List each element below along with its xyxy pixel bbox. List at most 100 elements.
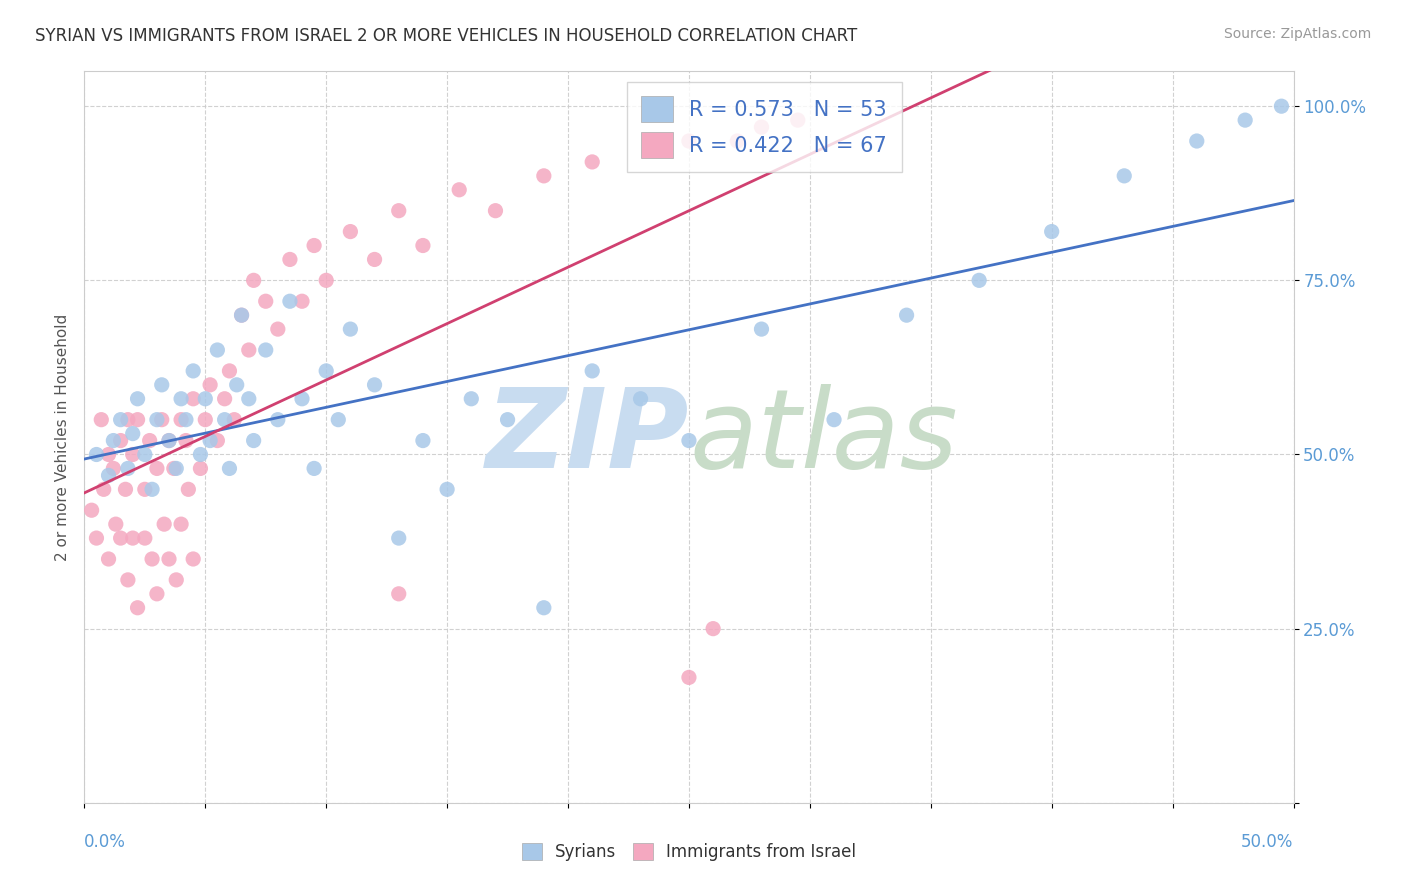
Text: SYRIAN VS IMMIGRANTS FROM ISRAEL 2 OR MORE VEHICLES IN HOUSEHOLD CORRELATION CHA: SYRIAN VS IMMIGRANTS FROM ISRAEL 2 OR MO… — [35, 27, 858, 45]
Point — [302, 461, 325, 475]
Point — [146, 412, 169, 426]
Point — [114, 483, 136, 497]
Point — [170, 412, 193, 426]
Point — [315, 273, 337, 287]
Point — [150, 377, 173, 392]
Point — [678, 434, 700, 448]
Point — [238, 343, 260, 357]
Point — [678, 134, 700, 148]
Point — [751, 322, 773, 336]
Point — [339, 322, 361, 336]
Point — [146, 461, 169, 475]
Point — [121, 448, 143, 462]
Point — [198, 434, 221, 448]
Point — [1185, 134, 1208, 148]
Point — [218, 364, 240, 378]
Point — [363, 252, 385, 267]
Point — [231, 308, 253, 322]
Y-axis label: 2 or more Vehicles in Household: 2 or more Vehicles in Household — [55, 313, 70, 561]
Point — [121, 531, 143, 545]
Point — [157, 552, 180, 566]
Point — [412, 238, 434, 252]
Point — [97, 468, 120, 483]
Text: 50.0%: 50.0% — [1241, 833, 1294, 851]
Point — [157, 434, 180, 448]
Point — [110, 531, 132, 545]
Point — [267, 412, 290, 426]
Point — [146, 587, 169, 601]
Point — [967, 273, 990, 287]
Point — [174, 412, 197, 426]
Point — [97, 448, 120, 462]
Point — [127, 412, 149, 426]
Point — [302, 238, 325, 252]
Point — [238, 392, 260, 406]
Point — [225, 377, 247, 392]
Point — [174, 434, 197, 448]
Point — [181, 552, 204, 566]
Point — [449, 183, 471, 197]
Point — [150, 412, 173, 426]
Point — [181, 364, 204, 378]
Point — [581, 364, 603, 378]
Text: atlas: atlas — [689, 384, 957, 491]
Point — [224, 412, 246, 426]
Point — [190, 461, 212, 475]
Point — [165, 573, 187, 587]
Point — [198, 377, 221, 392]
Point — [231, 308, 253, 322]
Point — [110, 434, 132, 448]
Point — [194, 392, 217, 406]
Point — [388, 531, 411, 545]
Point — [141, 552, 163, 566]
Point — [134, 531, 156, 545]
Point — [117, 412, 139, 426]
Point — [460, 392, 482, 406]
Point — [134, 483, 156, 497]
Point — [678, 670, 700, 684]
Point — [80, 503, 103, 517]
Point — [127, 392, 149, 406]
Point — [1270, 99, 1292, 113]
Point — [103, 461, 125, 475]
Point — [134, 448, 156, 462]
Point — [190, 448, 212, 462]
Point — [496, 412, 519, 426]
Point — [86, 448, 108, 462]
Point — [641, 134, 664, 148]
Point — [725, 134, 748, 148]
Point — [103, 434, 125, 448]
Point — [127, 600, 149, 615]
Point — [93, 483, 115, 497]
Point — [163, 461, 186, 475]
Point — [214, 412, 236, 426]
Point — [242, 273, 264, 287]
Point — [207, 343, 229, 357]
Point — [141, 483, 163, 497]
Point — [177, 483, 200, 497]
Point — [117, 573, 139, 587]
Point — [121, 426, 143, 441]
Point — [254, 294, 277, 309]
Point — [157, 434, 180, 448]
Point — [339, 225, 361, 239]
Point — [786, 113, 808, 128]
Point — [388, 203, 411, 218]
Point — [267, 322, 290, 336]
Point — [278, 252, 301, 267]
Point — [242, 434, 264, 448]
Point — [630, 392, 652, 406]
Point — [194, 412, 217, 426]
Text: 0.0%: 0.0% — [84, 833, 127, 851]
Point — [315, 364, 337, 378]
Point — [291, 392, 314, 406]
Point — [363, 377, 385, 392]
Point — [896, 308, 918, 322]
Point — [533, 169, 555, 183]
Point — [97, 552, 120, 566]
Point — [1114, 169, 1136, 183]
Point — [412, 434, 434, 448]
Point — [207, 434, 229, 448]
Point — [823, 412, 845, 426]
Point — [328, 412, 350, 426]
